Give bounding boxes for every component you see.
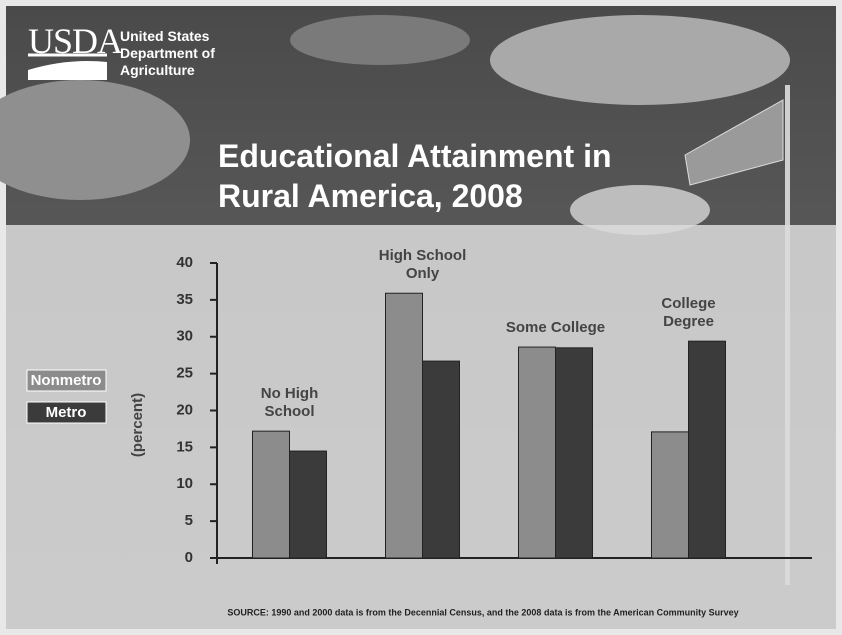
legend-label: Metro [46,404,87,421]
category-label: Some College [505,319,606,337]
cloud [290,15,470,65]
bar [651,431,689,559]
bar [252,430,290,559]
category-label: No High School [260,385,319,421]
y-tick-label: 20 [176,401,193,418]
cloud [0,80,190,200]
flag [684,99,784,186]
y-tick-label: 30 [176,328,193,345]
logo: USDA [28,21,123,61]
bar [385,292,423,559]
cloud [490,15,790,105]
bar [555,347,593,559]
bar [688,340,726,559]
chart-title: Educational Attainment in Rural America,… [218,138,612,214]
category-label: College Degree [661,295,716,331]
legend-swatch [26,401,107,424]
bar [289,450,327,559]
y-tick-label: 35 [176,291,193,308]
category-label: High School Only [378,247,467,283]
y-tick-label: 15 [176,438,193,455]
y-tick-label: 0 [185,549,193,566]
y-tick-label: 25 [176,365,193,382]
bar [518,346,556,559]
y-tick-label: 40 [176,254,193,271]
agency-name: United States Department of Agriculture [120,28,215,78]
bar [422,360,460,559]
y-tick-label: 5 [185,512,193,529]
source-note: SOURCE: 1990 and 2000 data is from the D… [227,607,738,617]
y-axis-label: (percent) [129,393,146,457]
logo-field [28,61,107,80]
legend-swatch [26,369,107,392]
cloud [570,185,710,235]
legend-label: Nonmetro [31,372,102,389]
y-tick-label: 10 [176,475,193,492]
